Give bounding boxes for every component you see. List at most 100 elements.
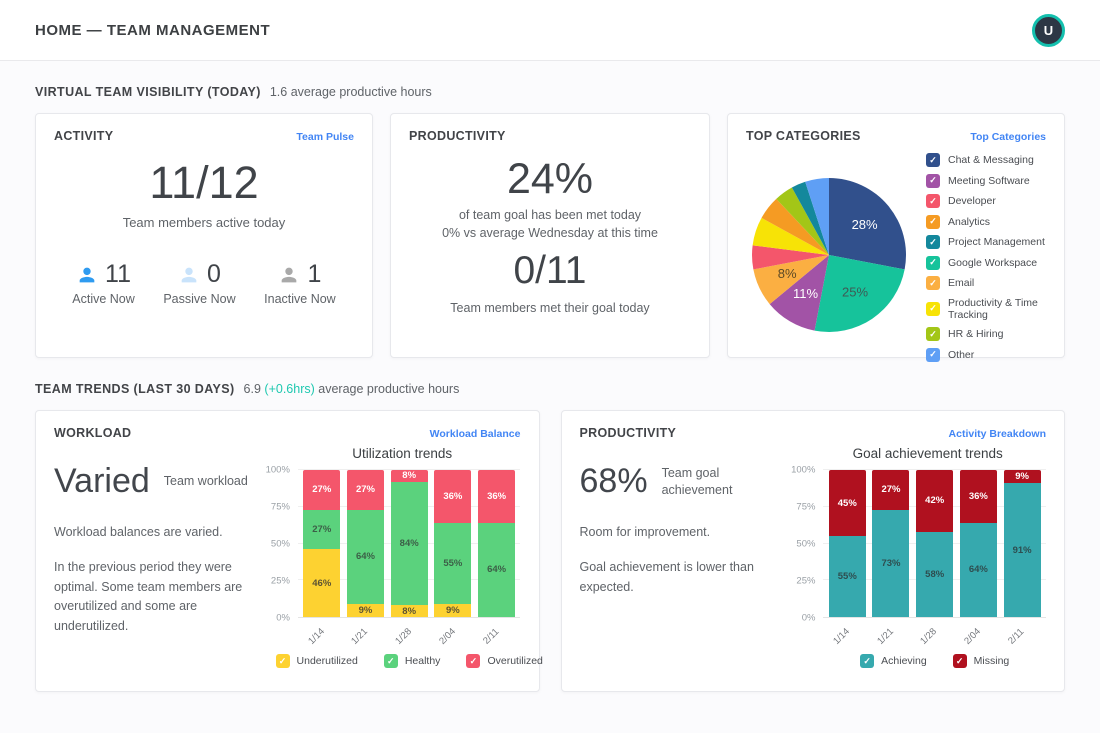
legend-item-project-management[interactable]: ✓ Project Management [926,235,1046,249]
bar-2-11[interactable]: 64% 36% [478,470,516,617]
pie-slice-meeting-software[interactable] [769,254,829,331]
workload-paragraph-1: Workload balances are varied. [54,525,223,539]
bar-segment-healthy[interactable]: 84% [390,481,428,606]
bar-segment-achieving[interactable]: 73% [872,509,910,617]
activity-breakdown-link[interactable]: Activity Breakdown [948,428,1046,440]
legend-checkbox[interactable]: ✓ [926,153,940,167]
productivity-summary-card: PRODUCTIVITY 24% of team goal has been m… [390,113,710,358]
bar-1-21[interactable]: 9% 64% 27% [346,470,384,617]
bar-segment-achieving[interactable]: 58% [916,531,954,617]
bar-segment-achieving[interactable]: 55% [828,536,866,617]
bar-segment-overutilized[interactable]: 27% [303,470,341,510]
bar-segment-missing[interactable]: 42% [916,470,954,532]
legend-item-overutilized[interactable]: ✓ Overutilized [466,654,543,668]
legend-item-healthy[interactable]: ✓ Healthy [383,654,440,668]
pie-slice-chat-messaging[interactable] [829,177,907,270]
legend-item-developer[interactable]: ✓ Developer [926,194,1046,208]
bar-segment-value: 36% [968,490,988,502]
pie-slice-project-management[interactable] [791,181,829,255]
bar-1-21[interactable]: 73% 27% [872,470,910,617]
pie-slice-developer[interactable] [752,245,829,270]
legend-checkbox[interactable]: ✓ [926,194,940,208]
legend-item-hr-hiring[interactable]: ✓ HR & Hiring [926,327,1046,341]
pie-slice-hr-hiring[interactable] [776,187,829,255]
bar-segment-healthy[interactable]: 27% [303,509,341,550]
legend-checkbox[interactable]: ✓ [926,301,940,316]
legend-checkbox[interactable]: ✓ [926,173,940,188]
bar-segment-achieving[interactable]: 91% [1003,483,1041,617]
goal-paragraph-2: Goal achievement is lower than expected. [579,560,754,594]
person-icon [181,267,197,282]
legend-item-underutilized[interactable]: ✓ Underutilized [275,654,358,668]
bar-segment-achieving[interactable]: 64% [959,522,997,617]
bar-2-04[interactable]: 9% 55% 36% [434,470,472,617]
bar-segment-missing[interactable]: 9% [1003,470,1041,484]
pie-slice-productivity-time-tracking[interactable] [752,217,829,255]
goal-paragraph-1: Room for improvement. [579,525,711,539]
bar-segment-missing[interactable]: 45% [828,470,866,537]
pie-slice-email[interactable] [753,254,829,304]
bar-segment-missing[interactable]: 36% [959,470,997,523]
legend-item-missing[interactable]: ✓ Missing [952,654,1009,668]
legend-checkbox[interactable]: ✓ [926,214,940,229]
team-pulse-link[interactable]: Team Pulse [296,131,354,143]
legend-checkbox[interactable]: ✓ [926,276,940,290]
top-cards-row: ACTIVITY Team Pulse 11/12 Team members a… [35,113,1065,362]
bar-segment-healthy[interactable]: 55% [434,522,472,604]
check-icon: ✓ [929,175,937,185]
bar-2-04[interactable]: 64% 36% [959,470,997,617]
bar-segment-overutilized[interactable]: 27% [346,470,384,510]
top-categories-link[interactable]: Top Categories [970,131,1046,143]
chart-title: Utilization trends [352,446,453,461]
passive-now-label: Passive Now [163,292,236,306]
legend-item-other[interactable]: ✓ Other [926,347,1046,362]
legend-item-productivity-time-tracking[interactable]: ✓ Productivity & Time Tracking [926,297,1046,321]
legend-checkbox[interactable]: ✓ [926,327,940,341]
bar-segment-underutilized[interactable]: 9% [346,603,384,617]
bar-segment-underutilized[interactable]: 46% [303,549,341,617]
legend-checkbox[interactable]: ✓ [860,654,875,668]
pie-slice-google-workspace[interactable] [814,254,905,332]
bar-1-28[interactable]: 8% 84% 8% [390,470,428,617]
y-axis-tick: 0% [276,612,290,624]
legend-checkbox[interactable]: ✓ [466,654,481,668]
bar-segment-healthy[interactable]: 64% [346,509,384,604]
bar-1-28[interactable]: 58% 42% [916,470,954,617]
bar-segment-overutilized[interactable]: 36% [478,470,516,523]
user-avatar[interactable]: U [1032,13,1065,47]
legend-item-meeting-software[interactable]: ✓ Meeting Software [926,173,1046,188]
trends-suffix: average productive hours [318,382,460,396]
pie-slice-other[interactable] [805,177,829,255]
visibility-section-title: VIRTUAL TEAM VISIBILITY (TODAY) [35,85,261,99]
bar-segment-underutilized[interactable]: 8% [390,605,428,617]
active-members-ratio: 11/12 [149,157,259,208]
trends-value: 6.9 [243,382,261,396]
bar-segment-overutilized[interactable]: 8% [390,470,428,482]
pie-slice-analytics[interactable] [761,198,829,255]
bar-1-14[interactable]: 55% 45% [828,470,866,617]
legend-label: Productivity & Time Tracking [948,296,1038,321]
activity-card: ACTIVITY Team Pulse 11/12 Team members a… [35,113,373,358]
legend-label: Underutilized [296,655,358,667]
bar-2-11[interactable]: 91% 9% [1003,470,1041,617]
legend-checkbox[interactable]: ✓ [926,235,940,249]
legend-checkbox[interactable]: ✓ [926,255,940,270]
legend-checkbox[interactable]: ✓ [383,654,398,668]
trends-section-title: TEAM TRENDS (LAST 30 DAYS) [35,382,235,396]
legend-item-email[interactable]: ✓ Email [926,276,1046,290]
legend-checkbox[interactable]: ✓ [926,347,940,362]
bar-1-14[interactable]: 46% 27% 27% [303,470,341,617]
legend-item-analytics[interactable]: ✓ Analytics [926,214,1046,229]
bar-segment-underutilized[interactable]: 9% [434,603,472,617]
legend-item-achieving[interactable]: ✓ Achieving [860,654,927,668]
legend-item-chat-messaging[interactable]: ✓ Chat & Messaging [926,153,1046,167]
bar-segment-value: 91% [1012,544,1032,556]
legend-label: Overutilized [487,655,543,667]
bar-segment-healthy[interactable]: 64% [478,522,516,617]
bar-segment-overutilized[interactable]: 36% [434,470,472,523]
legend-checkbox[interactable]: ✓ [952,654,967,668]
bar-segment-missing[interactable]: 27% [872,470,910,510]
legend-checkbox[interactable]: ✓ [275,654,290,668]
workload-balance-link[interactable]: Workload Balance [429,428,521,440]
legend-item-google-workspace[interactable]: ✓ Google Workspace [926,255,1046,270]
